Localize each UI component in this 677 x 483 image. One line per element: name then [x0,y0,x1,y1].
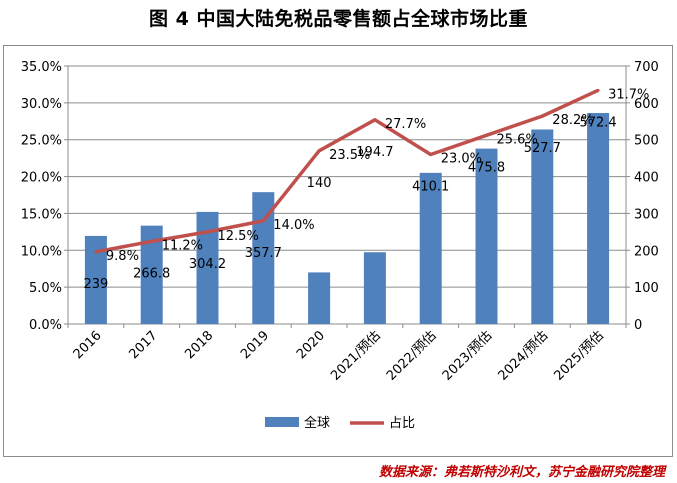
share-point [540,114,544,118]
chart-frame [3,45,673,457]
share-data-label: 14.0% [273,218,314,233]
bar-data-label: 304.2 [189,257,226,272]
bar [84,235,107,324]
category-label: 2018 [182,328,216,362]
y-right-tick-label: 200 [634,244,659,259]
bar [363,252,386,324]
share-point [150,239,154,243]
y-right-tick-label: 300 [634,207,659,222]
y-right-tick-label: 400 [634,171,659,186]
share-data-label: 27.7% [385,117,426,132]
bar-data-label: 527.7 [524,141,561,156]
y-left-tick-label: 0.0% [29,318,62,333]
share-data-label: 25.6% [497,132,538,147]
bar-data-label: 572.4 [579,115,616,130]
y-left-tick-label: 35.0% [21,60,62,75]
share-point [94,250,98,254]
legend-label-line: 占比 [389,416,415,431]
y-left-tick-label: 15.0% [21,207,62,222]
share-data-label: 23.0% [441,151,482,166]
y-left-tick-label: 25.0% [21,134,62,149]
bar [308,272,331,324]
category-label: 2022/预估 [384,328,439,383]
share-data-label: 31.7% [608,87,649,102]
bar [475,148,498,324]
bar [140,225,163,324]
share-point [596,88,600,92]
bar [531,129,554,324]
share-point [261,219,265,223]
share-data-label: 28.2% [552,113,593,128]
bar-data-label: 475.8 [468,160,505,175]
bar-data-label: 239 [83,277,108,292]
category-label: 2016 [71,328,105,362]
share-line [95,88,599,254]
share-point [317,149,321,153]
share-point [373,118,377,122]
legend-label-bar: 全球 [304,415,330,431]
bar-data-label: 357.7 [245,246,282,261]
share-point [429,152,433,156]
category-label: 2025/预估 [551,328,606,383]
bar [196,211,219,324]
category-label: 2017 [127,328,161,362]
bar-data-label: 266.8 [133,266,170,281]
legend-swatch-bar [265,417,299,427]
share-point [485,133,488,137]
share-data-label: 23.5% [329,148,370,163]
bar [252,192,275,324]
source-note: 数据来源：弗若斯特沙利文，苏宁金融研究院整理 [378,465,665,480]
category-label: 2023/预估 [440,328,495,383]
bar-data-label: 410.1 [412,179,449,194]
share-data-label: 12.5% [218,229,259,244]
category-label: 2024/预估 [496,328,551,383]
y-right-tick-label: 700 [634,60,659,75]
share-point [206,230,209,234]
share-data-label: 11.2% [162,238,203,253]
y-right-tick-label: 0 [634,318,642,333]
y-left-tick-label: 20.0% [21,171,62,186]
category-label: 2021/预估 [328,328,383,383]
bar-data-label: 194.7 [356,145,393,160]
y-right-tick-label: 500 [634,134,659,149]
category-label: 2020 [294,328,328,362]
y-left-tick-label: 30.0% [21,97,62,112]
category-label: 2019 [238,328,272,362]
y-right-tick-label: 600 [634,97,659,112]
bar-data-label: 140 [307,176,332,191]
chart-title: 图 4 中国大陆免税品零售额占全球市场比重 [149,8,528,30]
bar [587,113,610,324]
bar [419,172,442,324]
share-data-label: 9.8% [106,249,139,264]
y-left-tick-label: 5.0% [29,281,62,296]
y-left-tick-label: 10.0% [21,244,62,259]
y-right-tick-label: 100 [634,281,659,296]
